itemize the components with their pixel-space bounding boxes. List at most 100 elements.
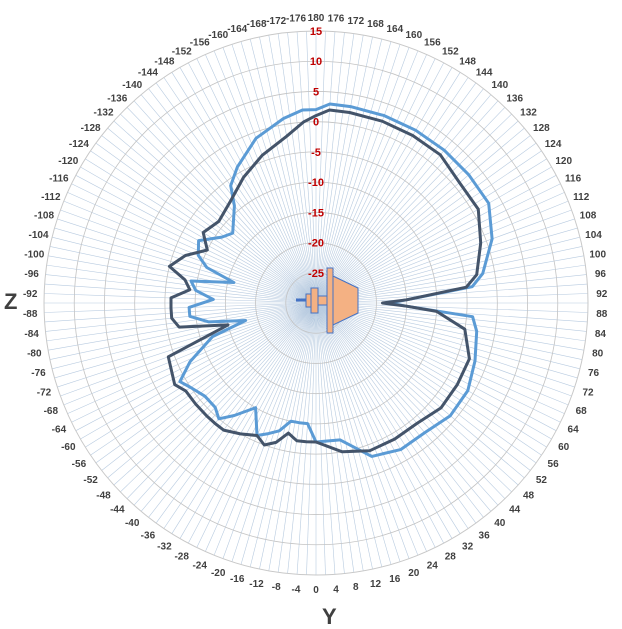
grid-spoke [315,293,588,304]
grid-spoke [240,41,317,304]
angle-tick-label: 40 [494,518,506,529]
angle-tick-label: 0 [313,585,319,596]
angle-tick-label: -120 [58,156,78,167]
angle-tick-label: 156 [424,38,441,49]
angle-tick-label: -36 [141,530,156,541]
radial-tick-label: 10 [310,56,322,68]
angle-tick-label: 128 [533,123,550,134]
angle-tick-label: 124 [545,139,562,150]
grid-spoke [315,82,477,304]
angle-tick-label: 112 [573,192,590,203]
angle-tick-label: 160 [405,30,422,41]
grid-spoke [315,302,345,574]
grid-spoke [113,302,317,486]
angle-tick-label: 132 [520,108,537,119]
angle-tick-label: 152 [442,47,459,58]
grid-spoke [148,302,317,518]
grid-spoke [315,302,373,570]
angle-tick-label: 60 [558,442,570,453]
grid-ring [255,242,377,364]
angle-tick-label: 96 [595,269,607,280]
grid-spoke [213,302,317,556]
grid-spoke [315,33,355,304]
grid-spoke [315,58,436,304]
grid-spoke [57,218,317,304]
angle-tick-label: 76 [588,368,600,379]
grid-spoke [140,94,317,304]
grid-spoke [315,246,583,304]
angle-tick-label: 64 [568,424,580,435]
grid-ring [194,181,438,425]
grid-spoke [75,175,317,304]
grid-spoke [63,200,317,304]
grid-spoke [213,50,317,304]
grid-spoke [315,274,587,304]
grid-ring [43,30,589,576]
angle-tick-labels: 0 4 8 12 16202428323640444852566064687276808… [23,13,608,596]
angle-tick-label: -160 [208,30,228,41]
angle-tick-label: -144 [138,68,158,79]
angle-tick-label: 136 [506,93,523,104]
angle-tick-label: -172 [266,16,286,27]
grid-spoke [315,35,364,304]
antenna-illustration-icon [296,267,359,334]
angle-tick-label: 12 [370,579,382,590]
grid-spoke [46,302,317,342]
grid-spoke [315,175,557,304]
angle-tick-label: -104 [28,230,48,241]
grid-spoke [249,302,317,567]
angle-tick-label: -116 [49,174,69,185]
grid-spoke [57,302,317,388]
grid-spoke [48,255,317,304]
grid-spoke [315,302,453,539]
grid-spoke [315,283,588,304]
grid-spoke [315,302,484,518]
grid-spoke [52,236,317,304]
grid-spoke [126,302,317,499]
angle-tick-label: -148 [154,57,174,68]
angle-tick-label: -12 [249,579,264,590]
grid-spoke [315,302,326,575]
radial-tick-label: 15 [310,26,322,38]
grid-spoke [133,302,317,506]
angle-tick-label: -52 [83,475,98,486]
grid-spoke [315,302,569,406]
grid-spoke [54,302,317,379]
grid-spoke [179,67,317,304]
grid-spoke [315,192,565,304]
grid-spoke [315,302,580,370]
grid-spoke [306,302,317,575]
angle-tick-label: -80 [27,349,42,360]
angle-tick-label: -164 [227,24,247,35]
grid-spoke [205,54,317,304]
grid-spoke [315,302,410,559]
grid-spoke [315,302,477,524]
grid-spoke [268,35,317,304]
grid-spoke [315,302,557,431]
grid-spoke [315,41,392,304]
grid-ring [104,91,528,515]
grid-spoke [45,302,317,332]
grid-spoke [60,302,317,397]
radial-tick-labels: -25 -20 -15 -10 -5 0 5 10 15 [308,26,324,280]
grid-spoke [315,166,552,304]
angle-tick-label: 36 [479,530,491,541]
grid-spoke [113,120,317,304]
grid-spoke [196,58,317,304]
grid-ring [73,60,559,546]
angle-tick-label: -124 [69,139,89,150]
grid-spoke [107,127,317,304]
angle-tick-label: 148 [459,57,476,68]
grid-spoke [259,36,317,304]
angle-tick-label: -152 [172,47,192,58]
polar-grid [43,30,589,576]
grid-spoke [85,302,317,448]
grid-spoke [49,302,317,360]
grid-spoke [315,94,492,304]
angle-tick-label: -92 [23,289,38,300]
grid-spoke [315,302,519,486]
grid-spoke [44,302,317,313]
grid-spoke [315,31,336,304]
angle-tick-label: -68 [44,406,59,417]
angle-tick-label: -40 [125,518,140,529]
